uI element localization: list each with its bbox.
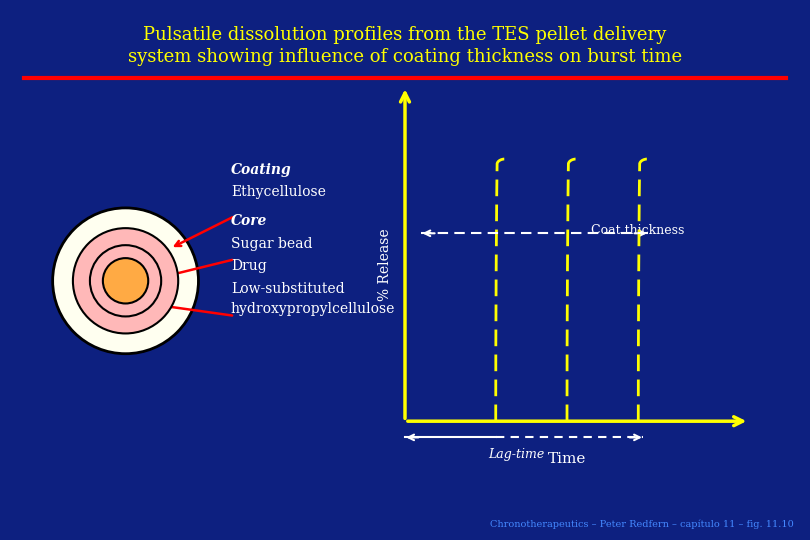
Text: Pulsatile dissolution profiles from the TES pellet delivery: Pulsatile dissolution profiles from the … xyxy=(143,26,667,44)
Text: Time: Time xyxy=(548,452,586,466)
Text: Sugar bead: Sugar bead xyxy=(231,237,313,251)
Text: Chronotherapeutics – Peter Redfern – capítulo 11 – fig. 11.10: Chronotherapeutics – Peter Redfern – cap… xyxy=(490,519,794,529)
Text: Coating: Coating xyxy=(231,163,292,177)
Ellipse shape xyxy=(90,245,161,316)
Ellipse shape xyxy=(103,258,148,303)
Text: Core: Core xyxy=(231,214,267,228)
Text: hydroxypropylcellulose: hydroxypropylcellulose xyxy=(231,302,395,316)
Ellipse shape xyxy=(53,208,198,354)
Text: Low-substituted: Low-substituted xyxy=(231,282,344,296)
Text: Ethycellulose: Ethycellulose xyxy=(231,185,326,199)
Text: system showing influence of coating thickness on burst time: system showing influence of coating thic… xyxy=(128,48,682,66)
Text: Drug: Drug xyxy=(231,259,266,273)
Text: Lag-time: Lag-time xyxy=(488,448,544,461)
Ellipse shape xyxy=(73,228,178,333)
Text: Coat thickness: Coat thickness xyxy=(591,224,684,237)
Text: % Release: % Release xyxy=(377,228,392,301)
